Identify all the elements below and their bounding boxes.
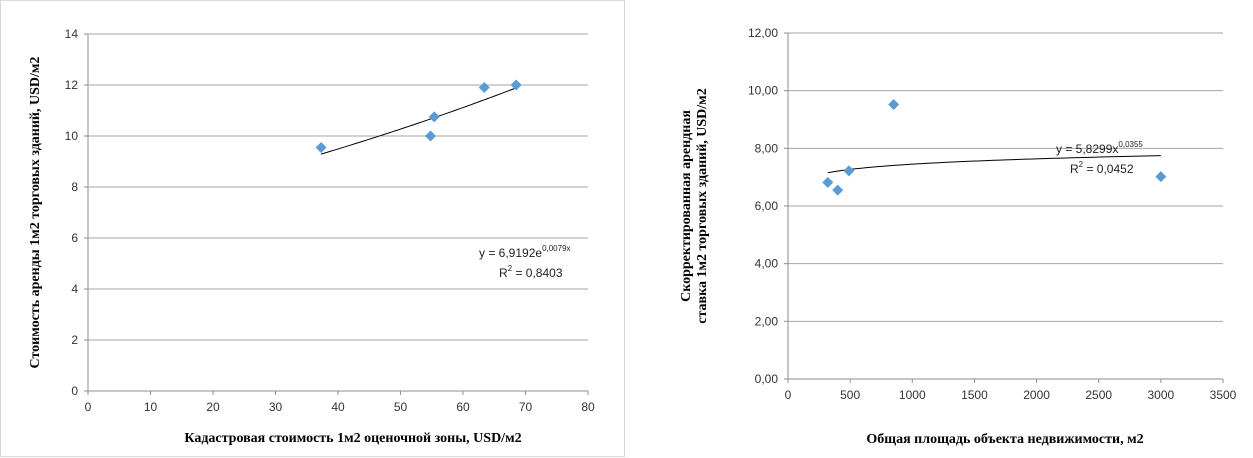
data-point: [1155, 171, 1167, 183]
y-tick-label: 0: [71, 384, 78, 398]
chart-area-vs-rent: 0,00 2,00 4,00 6,00 8,00 10,00 12,00 0 500 1000 15…: [679, 26, 1237, 447]
x-tick-label: 1000: [899, 388, 926, 402]
x-tick-label: 3500: [1210, 388, 1237, 402]
y-tick-label: 0,00: [755, 372, 779, 386]
data-point: [510, 79, 522, 91]
y-tick-label: 12: [65, 78, 79, 92]
x-tick-label: 60: [456, 400, 470, 414]
x-tick-label: 10: [144, 400, 158, 414]
data-point: [832, 184, 844, 196]
trendline-equation: y = 5,8299x0,0355: [1056, 140, 1143, 156]
x-tick-label: 2500: [1085, 388, 1112, 402]
trendline-r-squared: R2 = 0,8403: [499, 264, 563, 280]
x-tick-label: 1500: [961, 388, 988, 402]
y-tick-label: 12,00: [748, 26, 778, 40]
y-tick-label: 2,00: [755, 314, 779, 328]
trendline-r-squared: R2 = 0,0452: [1070, 160, 1134, 176]
data-point: [843, 165, 855, 177]
y-tick-label: 6: [71, 231, 78, 245]
y-tick-label: 2: [71, 333, 78, 347]
trendline-equation: y = 6,9192e0,0079x: [479, 244, 571, 260]
x-tick-label: 500: [840, 388, 860, 402]
data-point: [428, 111, 440, 123]
y-axis-title: ставка 1м2 торговых зданий, USD/м2: [695, 88, 710, 323]
x-axis-title: Общая площадь объекта недвижимости, м2: [866, 432, 1143, 447]
y-tick-label: 10: [65, 129, 79, 143]
x-tick-label: 70: [519, 400, 533, 414]
x-tick-label: 3000: [1148, 388, 1175, 402]
y-tick-label: 4,00: [755, 257, 779, 271]
x-tick-label: 50: [394, 400, 408, 414]
x-tick-label: 40: [331, 400, 345, 414]
x-tick-label: 80: [581, 400, 595, 414]
chart-panel-cadastral: 0 2 4 6 8 10 12 14 0 10 20 30 40 50 60 70 80 y = 6,9192e0…: [0, 0, 625, 457]
data-point: [822, 176, 834, 188]
data-point: [888, 99, 900, 111]
y-tick-label: 8,00: [755, 141, 779, 155]
chart-panel-area: 0,00 2,00 4,00 6,00 8,00 10,00 12,00 0 500 1000 15…: [660, 0, 1253, 457]
y-tick-label: 8: [71, 180, 78, 194]
y-tick-label: 6,00: [755, 199, 779, 213]
y-tick-label: 10,00: [748, 84, 778, 98]
y-axis-title: Скорректированная арендная: [679, 110, 694, 302]
data-point: [315, 141, 327, 153]
chart-cadastral-vs-rent: 0 2 4 6 8 10 12 14 0 10 20 30 40 50 60 70 80 y = 6,9192e0…: [28, 27, 595, 446]
y-tick-label: 14: [65, 27, 79, 41]
trendline: [827, 155, 1161, 174]
data-point: [478, 82, 490, 94]
x-tick-label: 30: [269, 400, 283, 414]
trendline: [320, 87, 517, 155]
x-tick-label: 2000: [1023, 388, 1050, 402]
x-tick-label: 20: [206, 400, 220, 414]
y-tick-label: 4: [71, 282, 78, 296]
y-axis-title: Стоимость аренды 1м2 торговых зданий, US…: [28, 57, 43, 369]
x-axis-title: Кадастровая стоимость 1м2 оценочной зоны…: [184, 431, 521, 446]
data-point: [425, 130, 436, 142]
x-tick-label: 0: [785, 388, 792, 402]
x-tick-label: 0: [85, 400, 92, 414]
